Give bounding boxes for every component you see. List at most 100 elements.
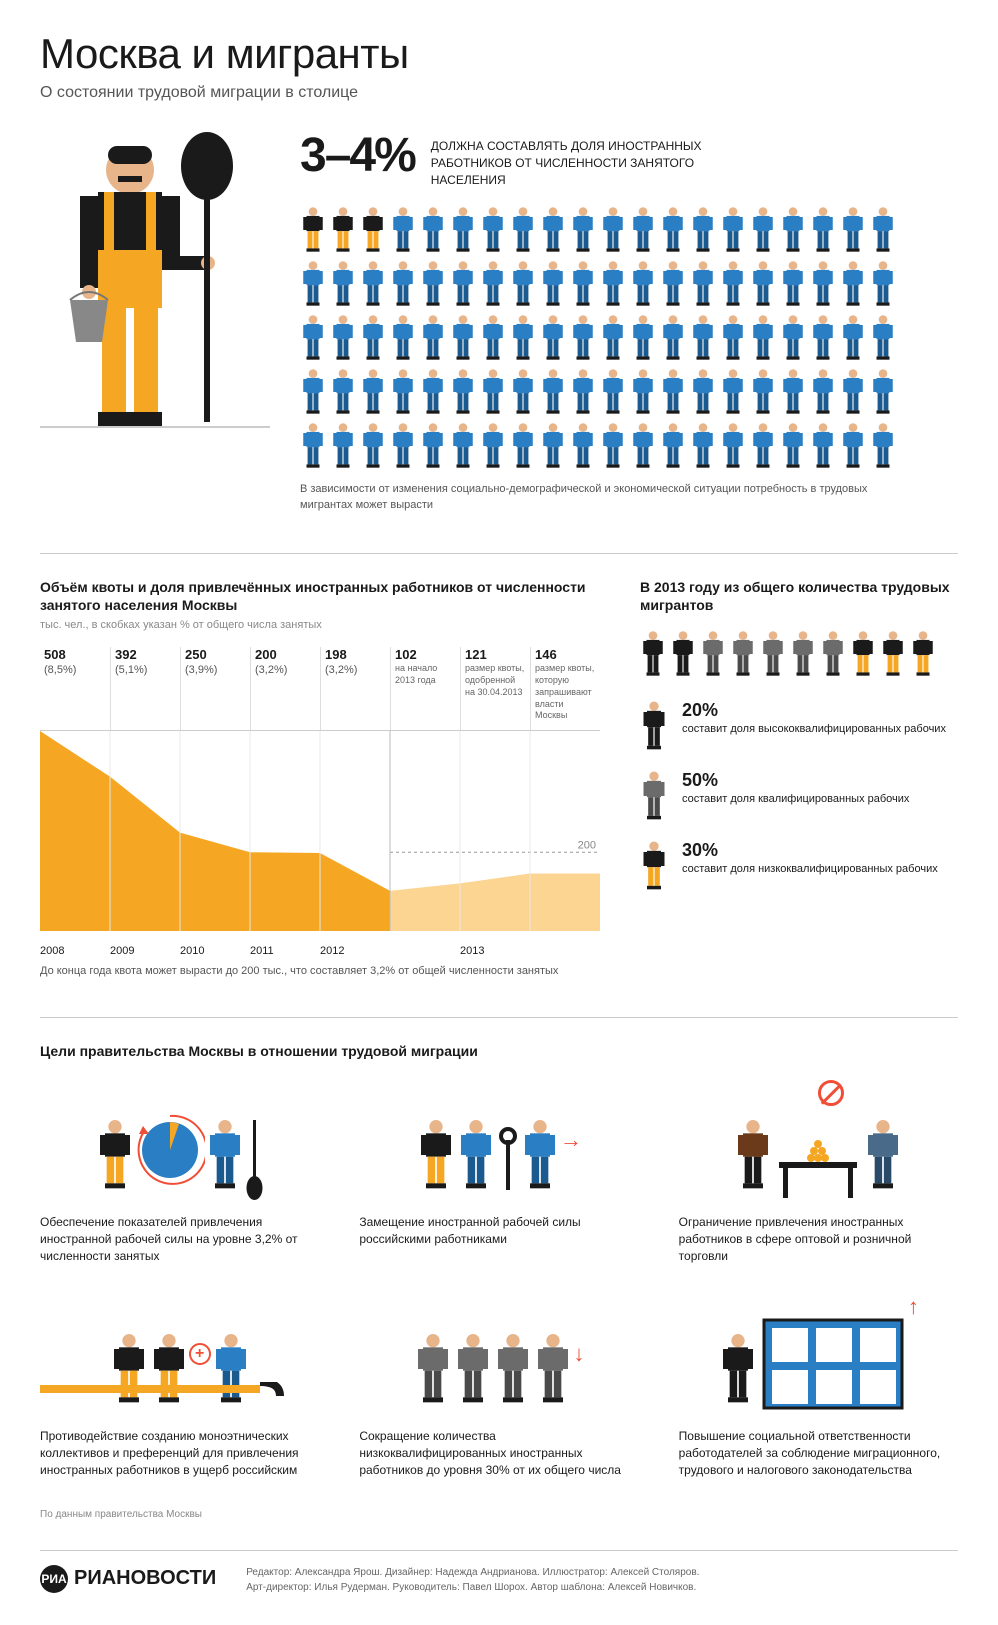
person-icon [630,314,656,362]
person-icon [660,422,686,470]
goal-quota: Обеспечение показателей привлечения инос… [40,1080,319,1264]
plus-icon: + [189,1343,211,1365]
breakdown-person-icon [760,629,786,679]
person-icon [810,206,836,254]
person-icon [840,368,866,416]
person-icon [360,422,386,470]
person-icon [690,422,716,470]
person-icon [810,422,836,470]
goal-illustration [679,1080,958,1200]
person-icon [630,422,656,470]
person-icon [750,314,776,362]
market-table-icon [773,1110,863,1200]
goal-trade: Ограничение привлечения иностранных рабо… [679,1080,958,1264]
person-icon [450,260,476,308]
worker-gray-icon [413,1324,453,1414]
person-icon [510,368,536,416]
person-icon [840,260,866,308]
person-icon [330,260,356,308]
person-icon [300,314,326,362]
goal-text: Замещение иностранной рабочей силы росси… [359,1214,638,1248]
person-icon [450,314,476,362]
person-icon [330,314,356,362]
person-icon [780,422,806,470]
breakdown-item-text: 30%составит доля низкоквалифицированных … [682,839,938,877]
goal-illustration [40,1080,319,1200]
page-subtitle: О состоянии трудовой миграции в столице [40,84,958,102]
person-icon-highlighted [360,206,386,254]
person-icon [420,368,446,416]
person-icon [420,206,446,254]
person-icon [390,314,416,362]
person-icon [330,422,356,470]
person-icon [570,314,596,362]
goal-text: Противодействие созданию моноэтнических … [40,1428,319,1478]
worker-orange-icon [95,1110,135,1200]
person-icon [780,206,806,254]
vendor-icon [733,1110,773,1200]
wrench-icon [496,1110,520,1200]
pie-icon [135,1110,205,1200]
shovel-icon [245,1110,265,1200]
worker-gray-icon [453,1324,493,1414]
hero-stat-number: 3–4% [300,132,415,180]
worker-gray-icon [493,1324,533,1414]
breakdown-person-icon [820,629,846,679]
breakdown-person-icon [670,629,696,679]
breakdown-item-icon [640,699,668,753]
person-icon [420,422,446,470]
person-icon [720,206,746,254]
person-icon [750,260,776,308]
breakdown-item-text: 50%составит доля квалифицированных рабоч… [682,769,909,807]
chart-column-label: 508(8,5%) [40,647,110,730]
person-icon [540,422,566,470]
person-icon [450,422,476,470]
person-icon [480,206,506,254]
person-icon [570,260,596,308]
chart-column-label: 198(3,2%) [320,647,390,730]
person-icon [360,260,386,308]
person-icon [510,206,536,254]
person-icon [390,422,416,470]
person-icon [390,368,416,416]
pipe-icon [40,1382,300,1396]
person-icon [750,368,776,416]
person-icon [750,206,776,254]
person-icon [660,368,686,416]
person-icon [630,260,656,308]
worker-black-icon [718,1324,758,1414]
goals-title: Цели правительства Москвы в отношении тр… [40,1042,958,1060]
person-icon [750,422,776,470]
person-icon [840,422,866,470]
person-icon [480,260,506,308]
breakdown-people [640,629,958,679]
breakdown-item: 20%составит доля высококвалифицированных… [640,699,958,753]
arrow-down-icon: ↓ [573,1341,584,1367]
person-icon [570,368,596,416]
chart-years: 200820092010201120122013 [40,945,600,957]
worker-orange-icon [149,1324,189,1414]
person-icon [840,314,866,362]
person-icon [540,314,566,362]
person-icon [300,368,326,416]
worker-blue-icon [520,1110,560,1200]
person-icon [600,206,626,254]
breakdown-person-icon [910,629,936,679]
ban-icon [818,1080,844,1106]
goal-illustration: ↑ [679,1294,958,1414]
person-icon [780,368,806,416]
chart-section: Объём квоты и доля привлечённых иностран… [40,553,958,977]
footer-source: По данным правительства Москвы [40,1509,958,1520]
person-icon [360,368,386,416]
breakdown-person-icon [730,629,756,679]
footer-credits: Редактор: Александра Ярош. Дизайнер: Над… [246,1565,699,1595]
chart-column-label: 392(5,1%) [110,647,180,730]
breakdown-person-icon [790,629,816,679]
breakdown-item-icon [640,839,668,893]
person-icon [690,314,716,362]
worker-blue-icon [205,1110,245,1200]
ria-logo-icon: РИА [40,1565,68,1593]
worker-blue-icon [456,1110,496,1200]
person-icon [780,260,806,308]
person-icon [390,206,416,254]
